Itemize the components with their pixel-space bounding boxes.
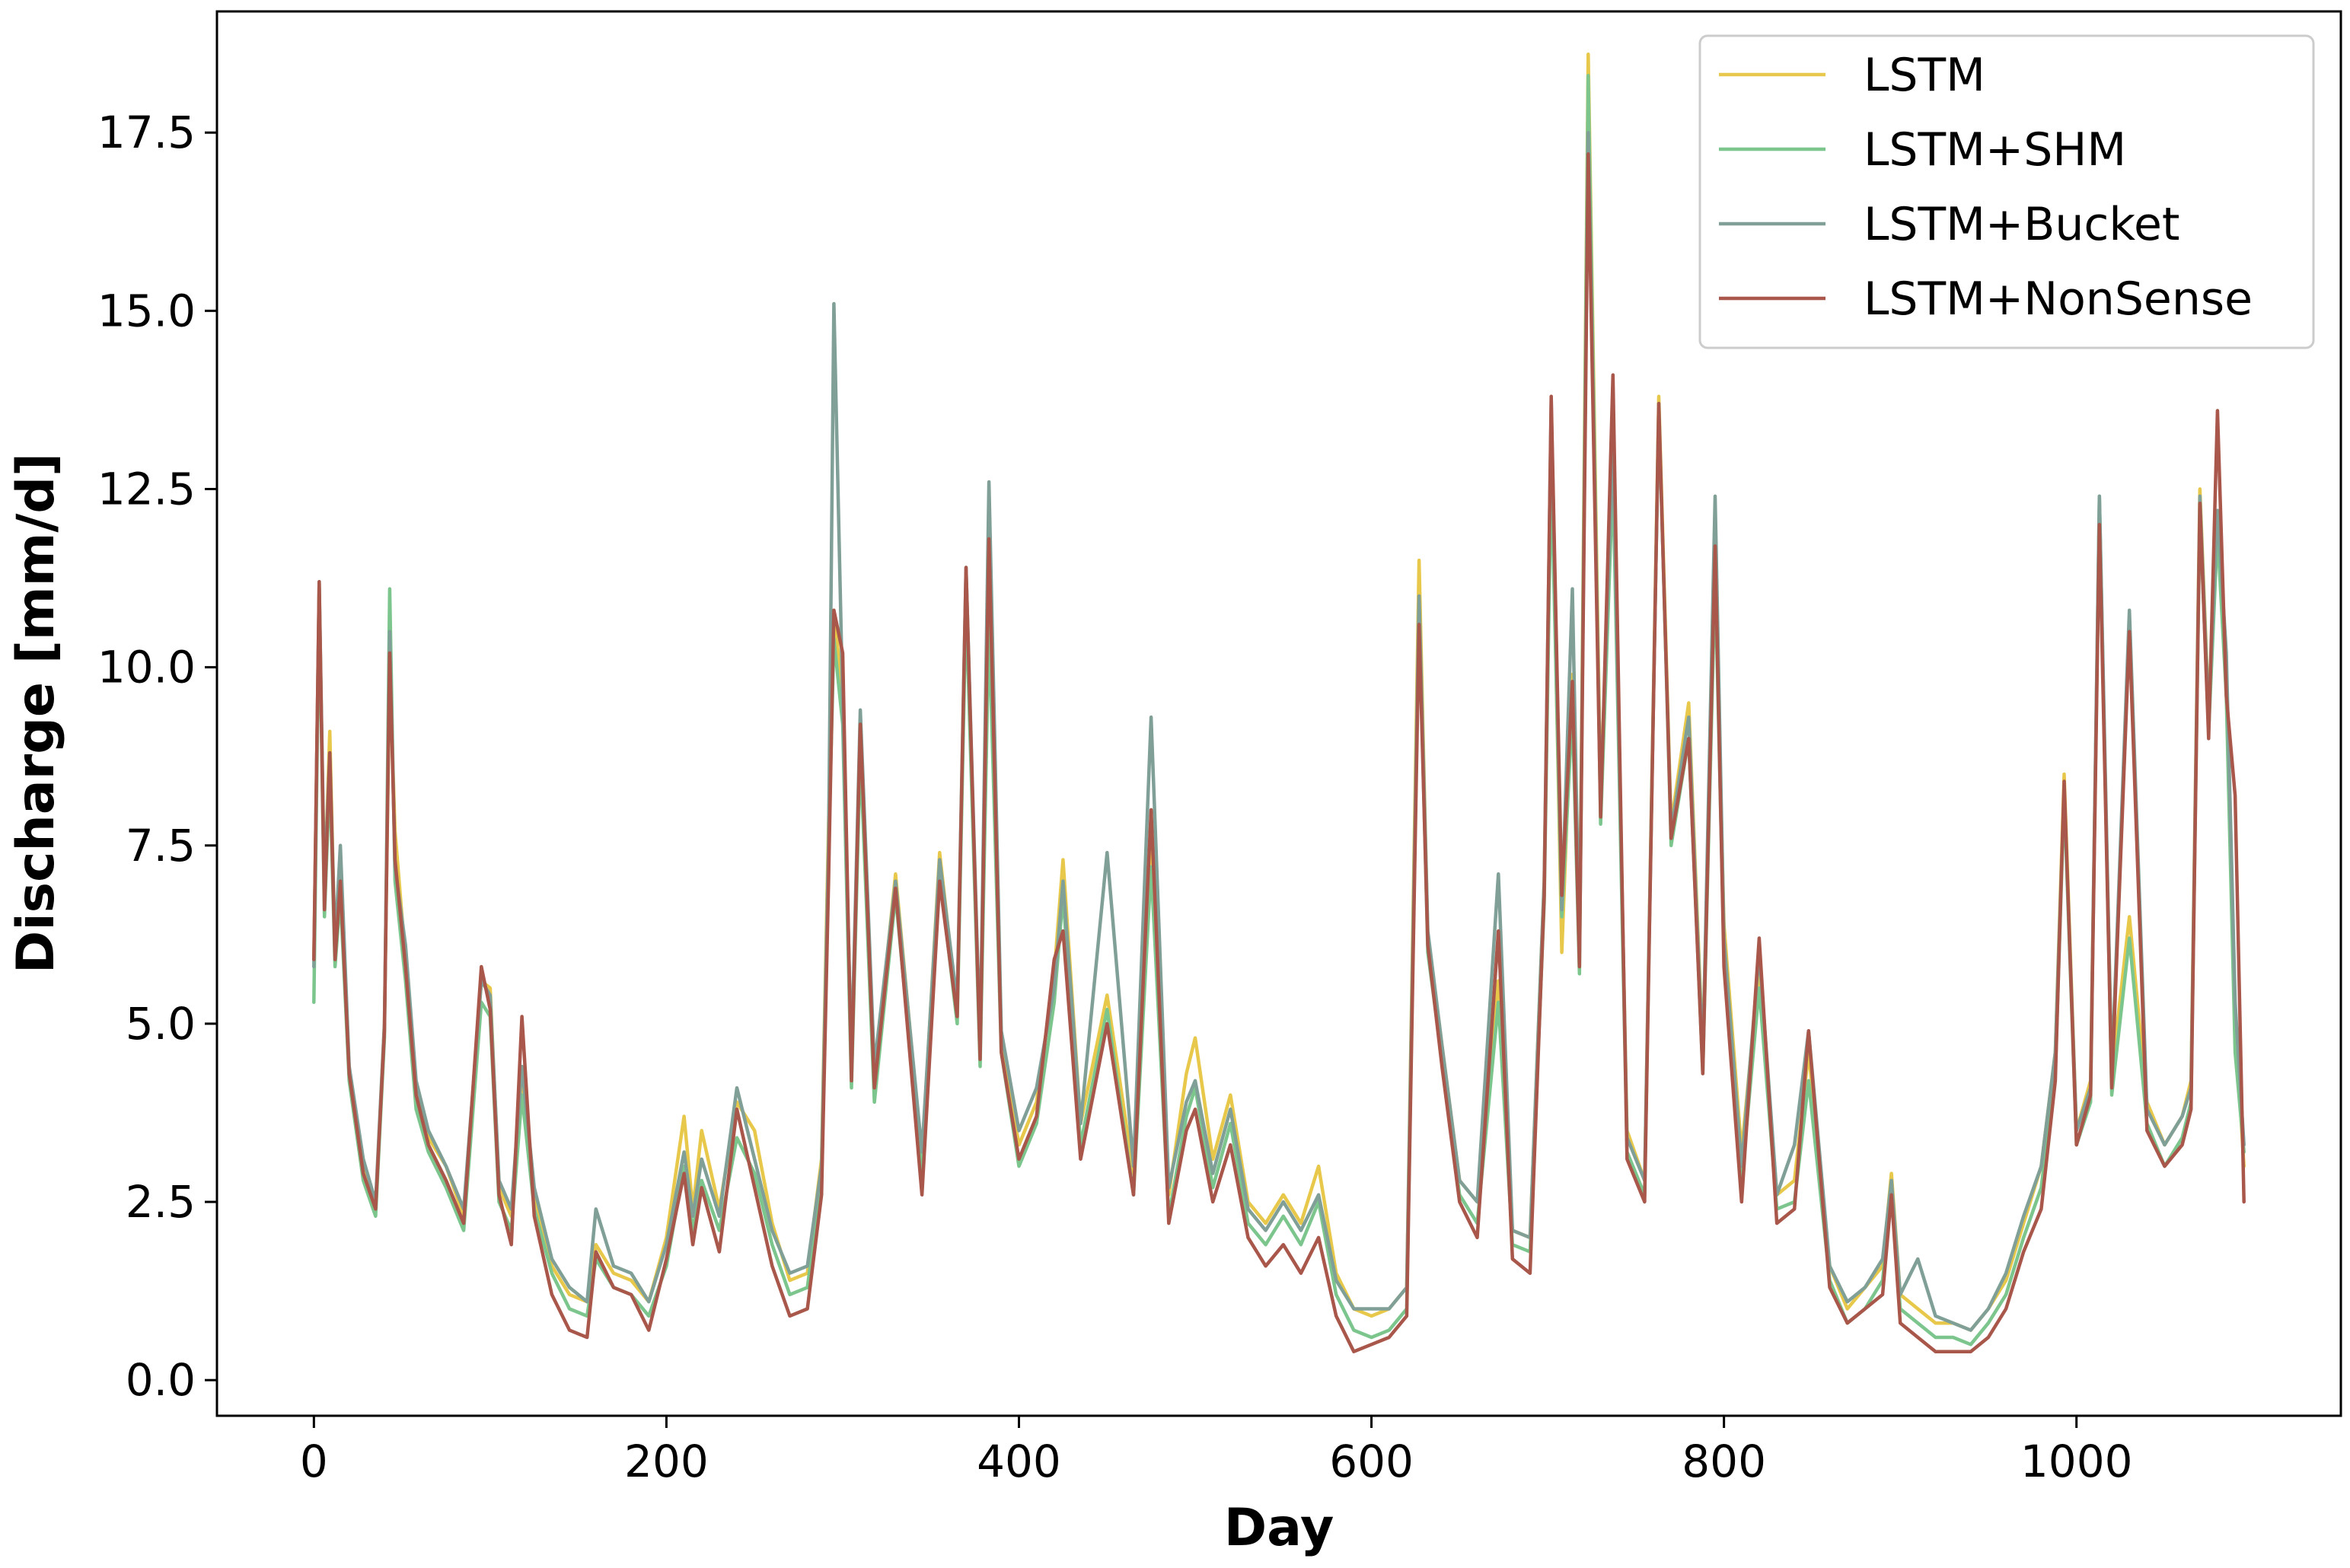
series-line-1: [312, 74, 2246, 1347]
plot-frame: [215, 10, 2342, 1417]
series-layer: [312, 52, 2246, 1353]
y-tick-label: 5.0: [126, 998, 196, 1050]
y-tick-label: 7.5: [126, 820, 196, 872]
x-tick-label: 400: [977, 1436, 1061, 1487]
y-axis-ticks: 0.0 2.5 5.0 7.5 10.0 12.5 15.0 17.5: [97, 107, 217, 1406]
legend-label: LSTM+NonSense: [1864, 272, 2253, 326]
x-axis-ticks: 0 200 400 600 800 1000: [300, 1416, 2133, 1487]
y-tick-label: 10.0: [97, 642, 196, 693]
y-axis-label: Discharge [mm/d]: [6, 453, 66, 974]
legend: LSTM LSTM+SHM LSTM+Bucket LSTM+NonSense: [1698, 34, 2315, 349]
y-tick-label: 0.0: [126, 1354, 196, 1406]
y-tick-label: 17.5: [97, 107, 196, 158]
x-tick-label: 1000: [2020, 1436, 2133, 1487]
y-tick-label: 2.5: [126, 1176, 196, 1228]
legend-label: LSTM+Bucket: [1864, 198, 2179, 251]
y-tick-label: 15.0: [97, 285, 196, 336]
legend-box: [1698, 34, 2315, 349]
x-tick-label: 600: [1329, 1436, 1414, 1487]
series-line-3: [312, 152, 2246, 1353]
x-tick-label: 0: [300, 1436, 328, 1487]
x-tick-label: 200: [624, 1436, 709, 1487]
series-line-2: [312, 130, 2246, 1332]
x-tick-label: 800: [1682, 1436, 1766, 1487]
y-tick-label: 12.5: [97, 463, 196, 515]
legend-entries: LSTM LSTM+SHM LSTM+Bucket LSTM+NonSense: [1719, 49, 2253, 326]
legend-label: LSTM+SHM: [1864, 123, 2126, 177]
x-axis-label: Day: [1224, 1498, 1334, 1558]
legend-label: LSTM: [1864, 49, 1985, 102]
